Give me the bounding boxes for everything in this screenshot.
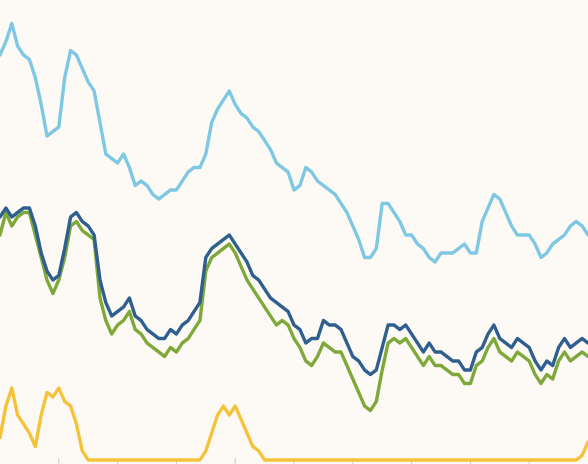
series-line-4 xyxy=(0,386,588,462)
series-line-3 xyxy=(0,210,588,413)
series-line-1 xyxy=(0,21,588,264)
series-line-2 xyxy=(0,206,588,377)
series-layer xyxy=(0,21,588,462)
